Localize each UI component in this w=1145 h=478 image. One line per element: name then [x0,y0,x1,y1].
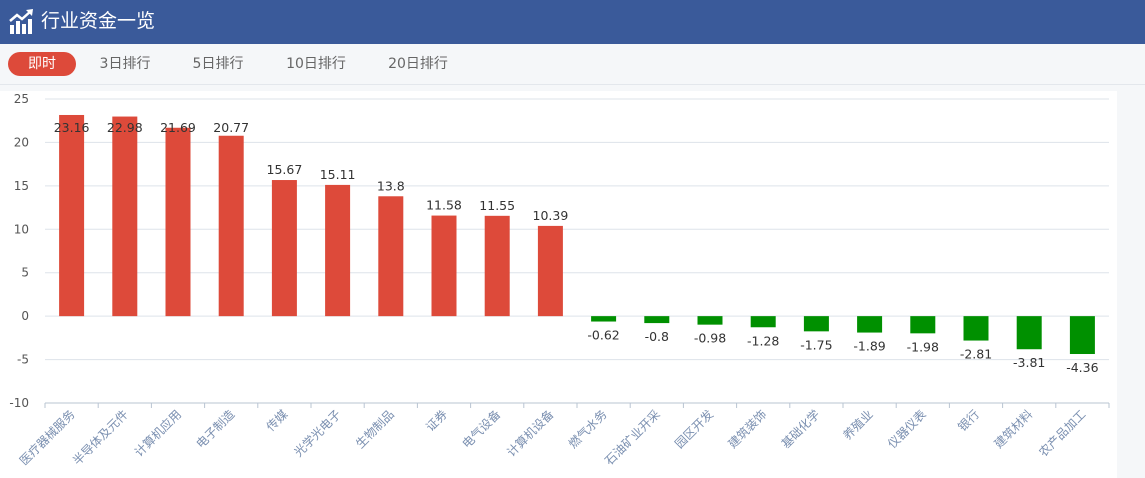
bar [1016,316,1042,350]
trending-up-chart-icon [9,9,33,34]
x-category-label: 电气设备 [459,407,504,452]
x-category-label: 医疗器械服务 [16,407,78,469]
data-label: 13.8 [377,178,405,193]
bar [431,215,457,317]
bar [857,316,883,333]
x-category-label: 建筑材料 [991,407,1036,452]
bar [910,316,936,334]
data-label: 15.11 [320,167,356,182]
data-label: -1.28 [747,333,779,348]
data-label: 20.77 [213,120,249,135]
x-category-label: 燃气水务 [565,407,610,452]
data-label: -1.75 [800,337,832,352]
bar [59,114,85,317]
x-category-label: 计算机设备 [503,407,556,460]
tab-5day[interactable]: 5日排行 [192,56,244,72]
data-label: 22.98 [107,120,143,135]
y-tick-label: 5 [21,266,29,280]
x-category-label: 传媒 [263,407,291,435]
bar [378,196,404,317]
bar [803,316,829,332]
y-tick-label: 15 [14,179,29,193]
data-label: 11.55 [479,198,515,213]
bar [963,316,989,341]
app-header: 行业资金一览 [0,0,1145,44]
bar [325,184,351,317]
bar [750,316,776,328]
data-label: -3.81 [1013,355,1045,370]
bar [591,316,617,322]
x-category-label: 石油矿业开采 [602,407,663,468]
x-category-label: 证券 [423,407,451,435]
x-category-label: 电子制造 [193,407,237,451]
bar [537,225,563,317]
x-category-label: 生物制品 [353,407,397,451]
data-label: 23.16 [54,120,90,135]
tab-10day[interactable]: 10日排行 [286,56,346,72]
y-tick-label: 10 [14,222,29,236]
data-label: -4.36 [1066,360,1098,375]
data-label: 15.67 [267,162,303,177]
x-category-label: 园区开发 [672,407,717,452]
data-label: -1.98 [907,339,939,354]
tab-3day[interactable]: 3日排行 [99,56,151,72]
data-label: -1.89 [853,339,885,354]
page-title: 行业资金一览 [41,10,156,32]
bar [271,180,297,317]
data-label: -0.98 [694,331,726,346]
y-tick-label: 0 [21,309,29,323]
data-label: 21.69 [160,120,196,135]
data-label: -0.8 [645,329,669,344]
bar [1069,316,1095,355]
y-tick-label: -5 [17,353,29,367]
bar [697,316,723,325]
x-category-label: 建筑装饰 [725,407,770,452]
y-tick-label: 25 [14,92,29,106]
data-label: -0.62 [587,328,619,343]
bar [218,135,244,317]
bar [112,116,138,317]
x-category-label: 仪器仪表 [885,407,929,451]
bar [165,127,191,317]
y-tick-label: 20 [14,135,29,149]
tab-bar: 即时 3日排行 5日排行 10日排行 20日排行 [0,44,1145,85]
x-category-label: 半导体及元件 [70,407,131,468]
data-label: -2.81 [960,347,992,362]
x-category-label: 农产品加工 [1036,407,1088,459]
x-category-label: 光学光电子 [291,407,344,460]
data-label: 11.58 [426,198,462,213]
x-category-label: 养殖业 [840,407,876,443]
tab-realtime[interactable]: 即时 [8,52,76,76]
data-label: 10.39 [533,208,569,223]
x-category-label: 计算机应用 [131,407,184,460]
bar [484,215,510,317]
tab-20day[interactable]: 20日排行 [388,56,448,72]
y-tick-label: -10 [9,396,29,410]
x-category-label: 基础化学 [778,407,823,452]
bar [644,316,670,324]
x-category-label: 银行 [955,407,982,434]
